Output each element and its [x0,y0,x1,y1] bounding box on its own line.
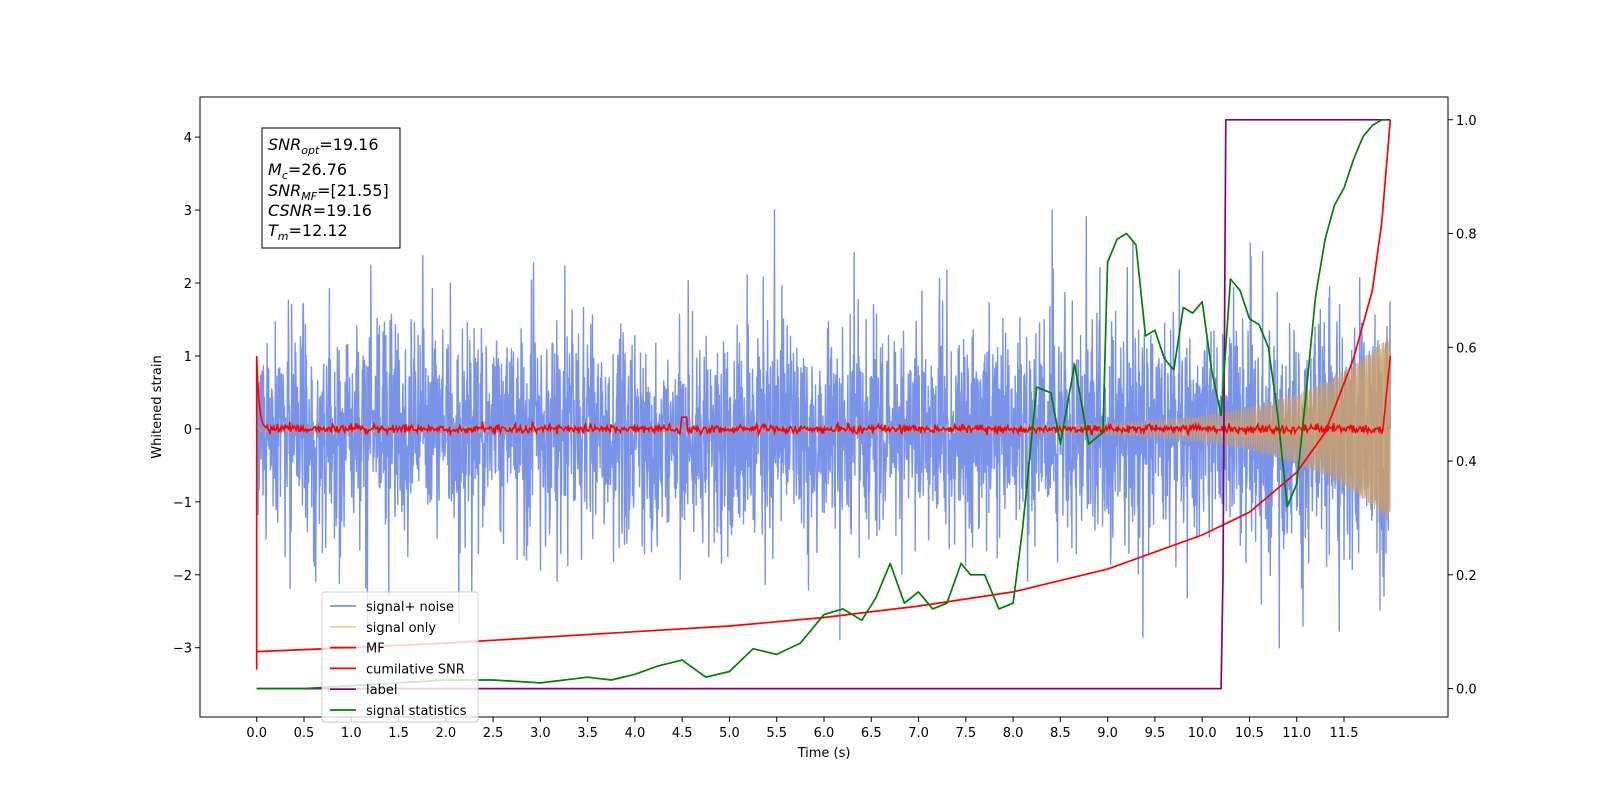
y-left-tick-label: 0 [184,423,192,438]
x-tick-label: 3.5 [577,726,598,741]
annotation-line-snr-mf: SNRMF=[21.55] [268,181,389,203]
annotation-line-csnr: CSNR=19.16 [268,201,372,220]
y-right-tick-label: 0.0 [1456,683,1477,698]
legend-label: label [366,683,397,698]
y-left-tick-label: 4 [184,131,192,146]
y-left-tick-label: 3 [184,204,192,219]
series-signal-statistics-line [256,118,1387,690]
x-tick-label: 0.0 [246,726,267,741]
x-tick-label: 8.0 [1003,726,1024,741]
annotation-frame [261,127,401,249]
legend-label: signal+ noise [366,600,454,615]
x-axis: 0.0 0.5 1.0 1.5 2.0 2.5 3.0 3.5 4.0 4.5 5.0 5.5 6.0 6… [246,717,1358,741]
series-mf-line [255,355,1392,670]
series-signal-noise-line [256,209,1392,649]
y-right-tick-label: 0.2 [1456,569,1477,584]
plot-area [255,118,1392,690]
y-left-tick-label: 1 [184,350,192,365]
y-right-tick-label: 0.8 [1456,228,1477,243]
y-right-tick-label: 1.0 [1456,114,1477,129]
x-tick-label: 4.0 [625,726,646,741]
y-left-tick-label: 2 [184,277,192,292]
x-tick-label: 10.0 [1188,726,1217,741]
x-tick-label: 2.5 [483,726,504,741]
legend: signal+ noise signal only MF cumilative SNR… [321,591,479,723]
x-tick-label: 7.5 [955,726,976,741]
x-tick-label: 6.5 [861,726,882,741]
x-tick-label: 8.5 [1050,726,1071,741]
x-axis-label: Time (s) [797,746,851,761]
y-left-tick-label: −3 [173,642,192,657]
x-tick-label: 10.5 [1235,726,1264,741]
legend-label: cumilative SNR [366,662,465,677]
series-label-line [256,118,1391,690]
y-axis-left: −3 −2 −1 0 1 2 3 4 [173,131,200,657]
legend-frame [321,591,479,723]
annotation-line-mc: Mc=26.76 [268,160,347,182]
annotation-box: SNRopt=19.16 Mc=26.76 SNRMF=[21.55] CSNR… [261,127,401,249]
y-right-tick-label: 0.4 [1456,455,1477,470]
x-tick-label: 2.0 [435,726,456,741]
y-left-tick-label: −2 [173,569,192,584]
series-cumulative-snr-line [256,119,1392,653]
y-right-tick-label: 0.6 [1456,341,1477,356]
x-tick-label: 1.5 [388,726,409,741]
x-tick-label: 9.5 [1145,726,1166,741]
x-tick-label: 6.0 [814,726,835,741]
x-tick-label: 7.0 [908,726,929,741]
y-left-tick-label: −1 [173,496,192,511]
legend-label: signal only [366,621,436,636]
legend-label: MF [366,642,385,657]
y-axis-label: Whitened strain [150,355,165,458]
x-tick-label: 9.0 [1097,726,1118,741]
x-tick-label: 0.5 [294,726,315,741]
x-tick-label: 5.0 [719,726,740,741]
annotation-line-snr-opt: SNRopt=19.16 [268,135,379,157]
x-tick-label: 5.5 [766,726,787,741]
x-tick-label: 1.0 [341,726,362,741]
annotation-line-tm: Tm=12.12 [268,221,348,243]
x-tick-label: 4.5 [672,726,693,741]
x-tick-label: 11.0 [1282,726,1311,741]
x-tick-label: 11.5 [1330,726,1359,741]
y-axis-right: 0.0 0.2 0.4 0.6 0.8 1.0 [1448,114,1477,698]
x-tick-label: 3.0 [530,726,551,741]
legend-label: signal statistics [366,704,467,719]
